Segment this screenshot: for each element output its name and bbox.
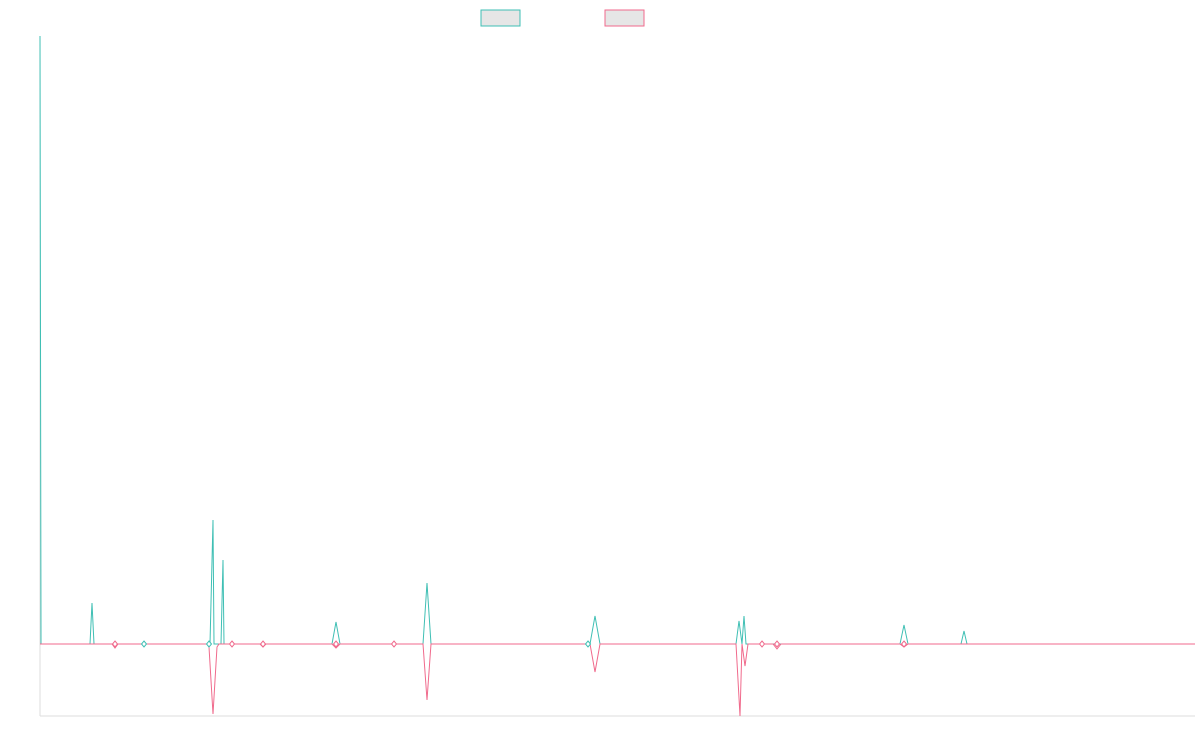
series-line-2[interactable] (40, 643, 1195, 717)
data-point-marker[interactable] (390, 640, 398, 648)
legend-swatch-series-1[interactable] (480, 9, 521, 27)
data-point-marker[interactable] (259, 640, 267, 648)
data-point-marker[interactable] (332, 640, 340, 648)
data-point-marker[interactable] (900, 640, 908, 648)
plot-area (39, 35, 1195, 717)
data-point-marker[interactable] (758, 640, 766, 648)
legend (480, 9, 645, 27)
data-point-marker[interactable] (584, 640, 592, 648)
legend-swatch-series-2[interactable] (604, 9, 645, 27)
data-point-marker[interactable] (205, 640, 213, 648)
axes (39, 36, 1195, 717)
data-point-marker[interactable] (140, 640, 148, 648)
data-point-marker[interactable] (773, 640, 781, 648)
series-line-1[interactable] (39, 35, 1195, 645)
data-point-marker[interactable] (228, 640, 236, 648)
data-point-marker[interactable] (111, 640, 119, 648)
